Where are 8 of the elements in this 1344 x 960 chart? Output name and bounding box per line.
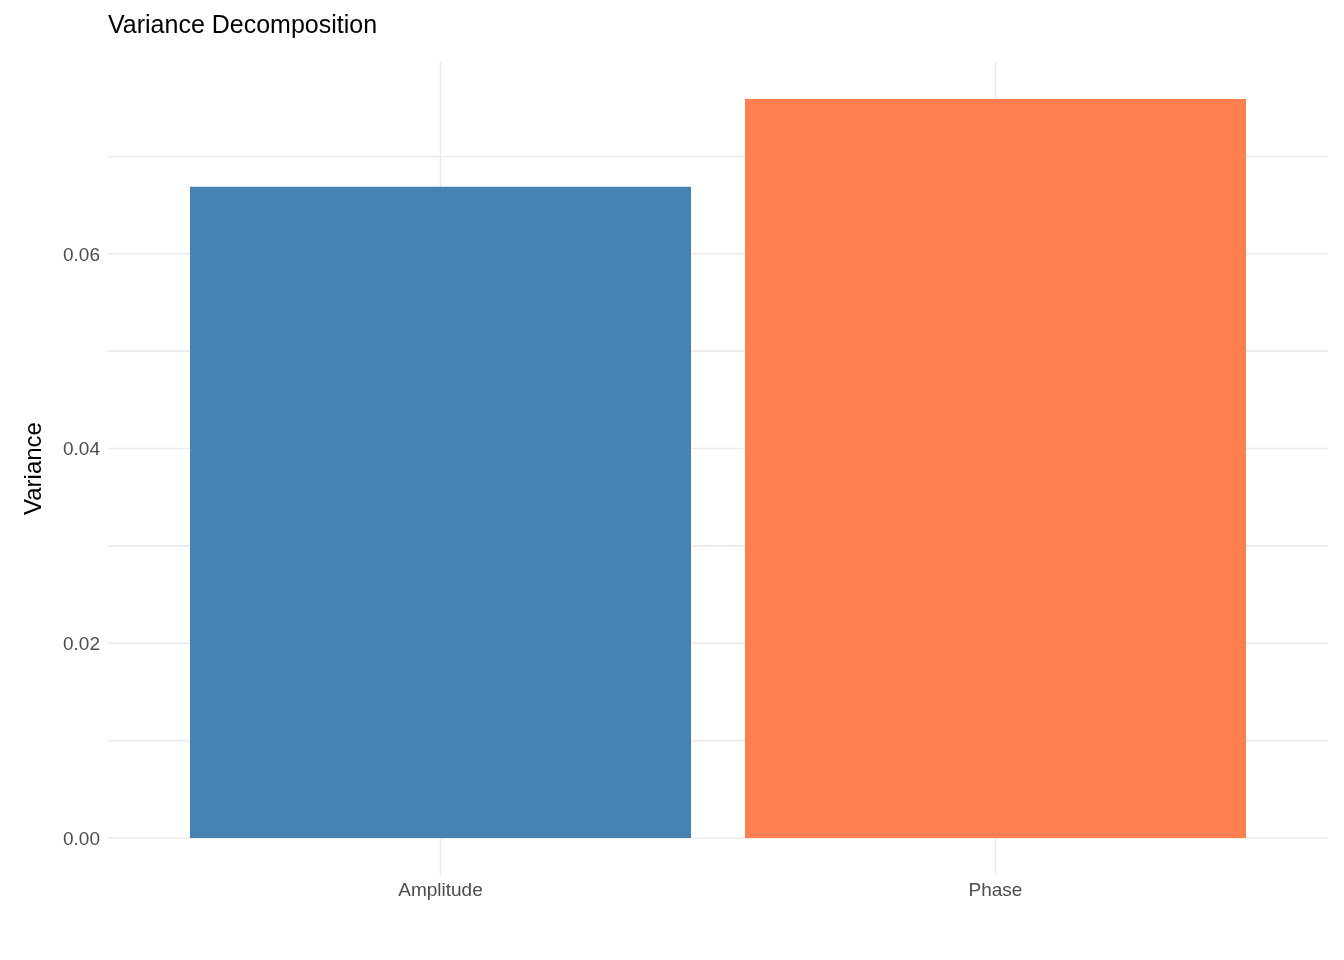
y-tick-label: 0.04 [63, 438, 101, 460]
x-tick-label: Phase [968, 879, 1023, 901]
y-tick-label: 0.02 [63, 633, 100, 655]
chart-title: Variance Decomposition [108, 10, 378, 39]
x-tick-label: Amplitude [398, 879, 483, 901]
y-axis-title: Variance [18, 422, 46, 515]
y-tick-label: 0.00 [63, 827, 100, 849]
y-tick-label: 0.06 [63, 243, 100, 265]
